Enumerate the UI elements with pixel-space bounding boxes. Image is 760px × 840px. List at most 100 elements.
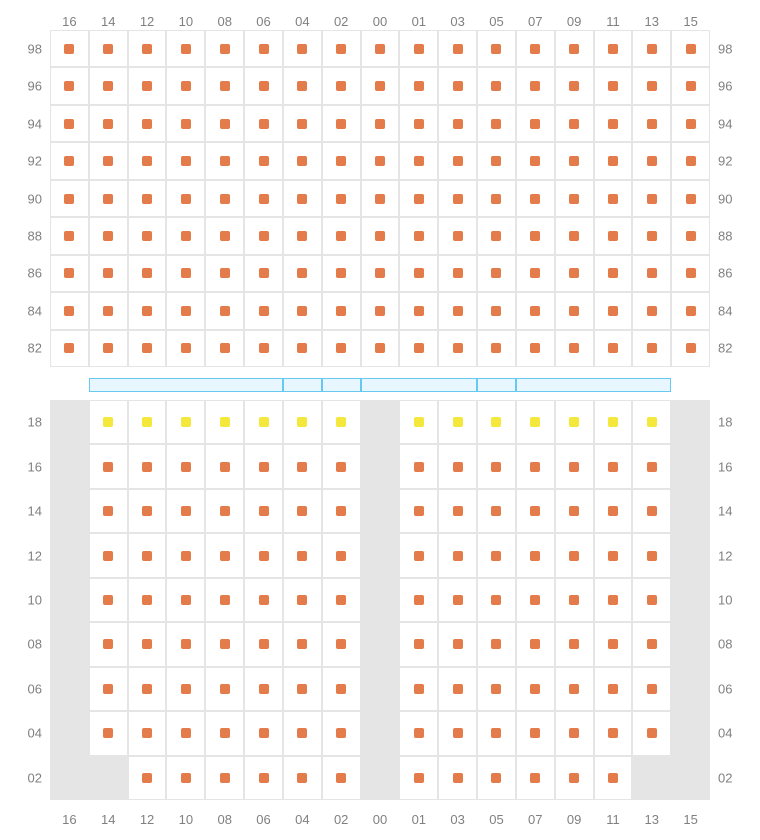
seat[interactable] <box>220 506 230 516</box>
seat[interactable] <box>103 119 113 129</box>
seat[interactable] <box>259 268 269 278</box>
seat[interactable] <box>608 639 618 649</box>
seat[interactable] <box>453 506 463 516</box>
seat[interactable] <box>220 156 230 166</box>
seat[interactable] <box>414 306 424 316</box>
seat[interactable] <box>297 81 307 91</box>
seat[interactable] <box>453 231 463 241</box>
seat[interactable] <box>491 639 501 649</box>
seat[interactable] <box>336 81 346 91</box>
seat[interactable] <box>608 506 618 516</box>
seat[interactable] <box>259 81 269 91</box>
seat[interactable] <box>530 343 540 353</box>
seat[interactable] <box>103 306 113 316</box>
seat[interactable] <box>608 551 618 561</box>
seat[interactable] <box>608 773 618 783</box>
seat[interactable] <box>336 194 346 204</box>
seat[interactable] <box>647 506 657 516</box>
seat[interactable] <box>181 343 191 353</box>
seat[interactable] <box>453 268 463 278</box>
seat[interactable] <box>375 343 385 353</box>
seat[interactable] <box>491 343 501 353</box>
seat[interactable] <box>259 595 269 605</box>
seat[interactable] <box>259 462 269 472</box>
seat[interactable] <box>375 44 385 54</box>
seat[interactable] <box>569 81 579 91</box>
seat[interactable] <box>220 728 230 738</box>
seat[interactable] <box>181 595 191 605</box>
seat[interactable] <box>181 306 191 316</box>
seat[interactable] <box>220 194 230 204</box>
seat[interactable] <box>569 417 579 427</box>
seat[interactable] <box>453 81 463 91</box>
seat[interactable] <box>491 231 501 241</box>
seat[interactable] <box>336 551 346 561</box>
seat[interactable] <box>297 44 307 54</box>
seat[interactable] <box>297 306 307 316</box>
seat[interactable] <box>491 81 501 91</box>
seat[interactable] <box>530 81 540 91</box>
seat[interactable] <box>569 268 579 278</box>
seat[interactable] <box>142 44 152 54</box>
seat[interactable] <box>181 417 191 427</box>
seat[interactable] <box>414 462 424 472</box>
seat[interactable] <box>608 81 618 91</box>
seat[interactable] <box>647 343 657 353</box>
seat[interactable] <box>414 81 424 91</box>
seat[interactable] <box>103 343 113 353</box>
seat[interactable] <box>647 44 657 54</box>
seat[interactable] <box>569 156 579 166</box>
seat[interactable] <box>530 306 540 316</box>
seat[interactable] <box>103 506 113 516</box>
seat[interactable] <box>297 119 307 129</box>
seat[interactable] <box>414 268 424 278</box>
seat[interactable] <box>608 343 618 353</box>
seat[interactable] <box>181 81 191 91</box>
seat[interactable] <box>259 551 269 561</box>
seat[interactable] <box>103 156 113 166</box>
seat[interactable] <box>608 156 618 166</box>
seat[interactable] <box>64 306 74 316</box>
seat[interactable] <box>220 773 230 783</box>
seat[interactable] <box>530 268 540 278</box>
seat[interactable] <box>530 684 540 694</box>
seat[interactable] <box>297 156 307 166</box>
seat[interactable] <box>530 417 540 427</box>
seat[interactable] <box>569 728 579 738</box>
seat[interactable] <box>336 156 346 166</box>
seat[interactable] <box>181 231 191 241</box>
seat[interactable] <box>608 231 618 241</box>
seat[interactable] <box>414 119 424 129</box>
seat[interactable] <box>220 231 230 241</box>
seat[interactable] <box>530 595 540 605</box>
seat[interactable] <box>142 81 152 91</box>
seat[interactable] <box>297 231 307 241</box>
seat[interactable] <box>142 417 152 427</box>
seat[interactable] <box>220 119 230 129</box>
seat[interactable] <box>181 462 191 472</box>
seat[interactable] <box>142 595 152 605</box>
seat[interactable] <box>491 506 501 516</box>
seat[interactable] <box>142 306 152 316</box>
seat[interactable] <box>608 194 618 204</box>
seat[interactable] <box>103 44 113 54</box>
seat[interactable] <box>569 773 579 783</box>
seat[interactable] <box>686 343 696 353</box>
seat[interactable] <box>414 728 424 738</box>
seat[interactable] <box>453 44 463 54</box>
seat[interactable] <box>491 119 501 129</box>
seat[interactable] <box>608 306 618 316</box>
seat[interactable] <box>103 595 113 605</box>
seat[interactable] <box>181 639 191 649</box>
seat[interactable] <box>259 728 269 738</box>
seat[interactable] <box>453 595 463 605</box>
seat[interactable] <box>647 595 657 605</box>
seat[interactable] <box>569 462 579 472</box>
seat[interactable] <box>414 773 424 783</box>
seat[interactable] <box>181 44 191 54</box>
seat[interactable] <box>686 81 696 91</box>
seat[interactable] <box>103 417 113 427</box>
seat[interactable] <box>220 551 230 561</box>
seat[interactable] <box>686 306 696 316</box>
seat[interactable] <box>142 343 152 353</box>
